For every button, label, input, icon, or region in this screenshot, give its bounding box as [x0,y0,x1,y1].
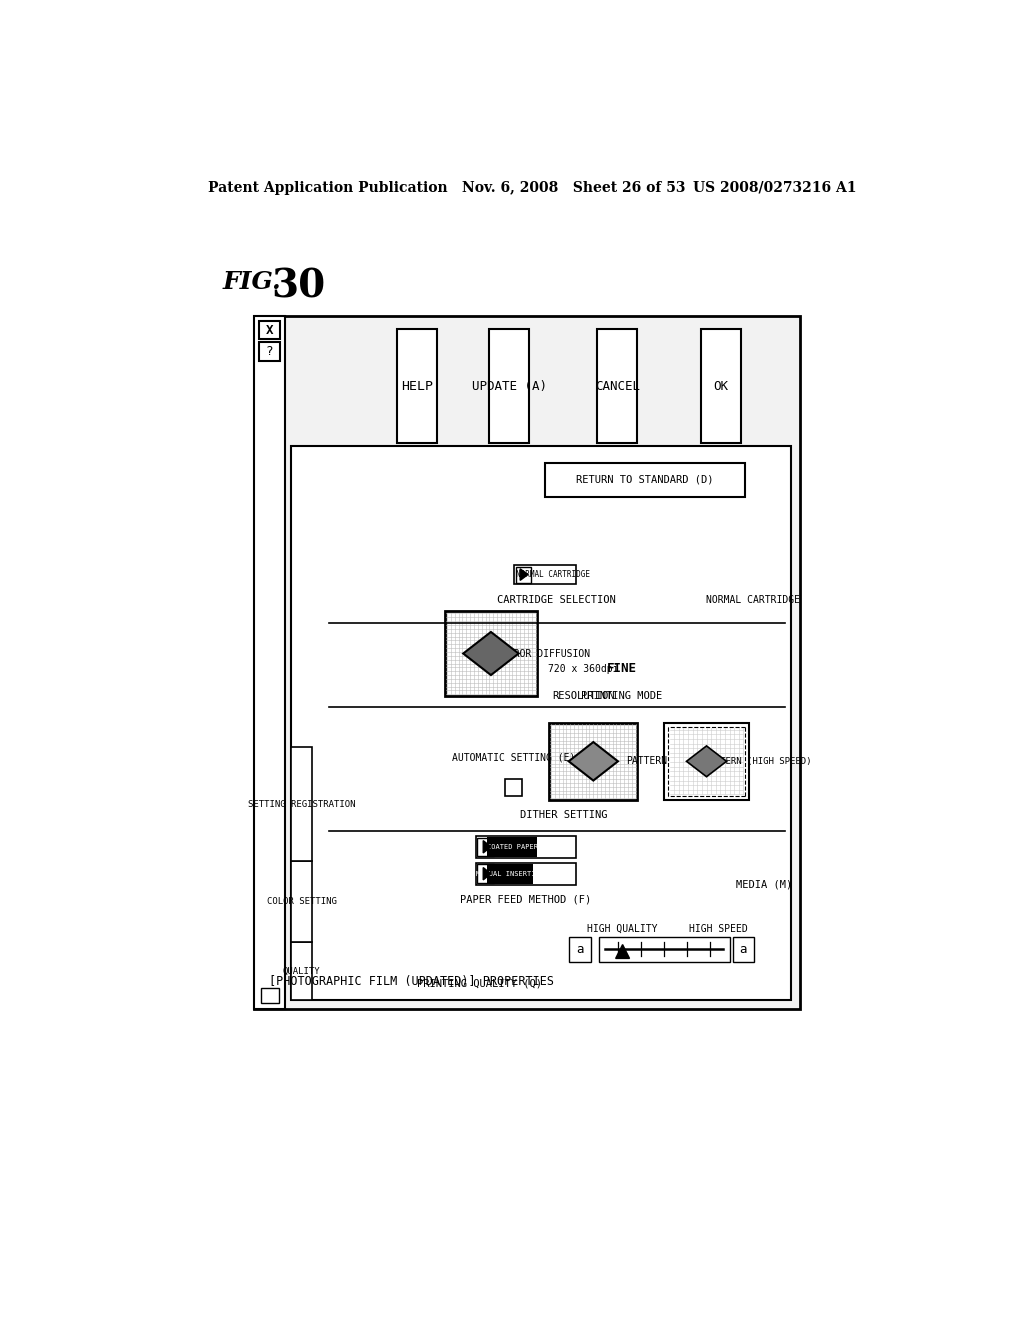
Polygon shape [520,569,528,581]
Bar [254,317,285,1010]
Text: CARTRIDGE SELECTION: CARTRIDGE SELECTION [497,594,615,605]
Bar [549,723,637,800]
Bar [261,987,280,1003]
Text: PAPER FEED METHOD (F): PAPER FEED METHOD (F) [460,895,591,906]
Bar [487,837,538,857]
Text: ?: ? [265,345,273,358]
Text: NORMAL CARTRIDGE: NORMAL CARTRIDGE [515,570,590,579]
Bar [397,330,437,444]
Bar [444,611,538,696]
Bar [254,317,801,1010]
Polygon shape [483,867,490,880]
Bar [291,862,312,942]
Bar [515,566,531,582]
Text: MANUAL INSERTION: MANUAL INSERTION [476,871,544,876]
Bar [291,446,792,1001]
Text: SETTING REGISTRATION: SETTING REGISTRATION [248,800,355,809]
Text: COLOR SETTING: COLOR SETTING [266,898,337,907]
Text: FINE: FINE [607,663,637,676]
Text: PRINTING QUALITY (Q): PRINTING QUALITY (Q) [417,978,542,989]
Text: US 2008/0273216 A1: US 2008/0273216 A1 [692,181,856,194]
Bar [665,723,749,800]
Text: a: a [739,942,748,956]
Text: Patent Application Publication: Patent Application Publication [208,181,447,194]
Bar [599,937,730,961]
Text: PATTERN: PATTERN [626,756,667,767]
Bar [259,342,280,360]
Bar [487,863,534,884]
Polygon shape [615,945,630,958]
Bar [259,321,280,339]
Bar [505,779,521,796]
Bar [545,462,745,498]
Bar [701,330,741,444]
Text: QUALITY: QUALITY [283,966,321,975]
Text: FIG.: FIG. [223,269,282,293]
Text: X: X [265,323,273,337]
Bar [291,747,312,862]
Text: HIGH QUALITY: HIGH QUALITY [587,924,657,935]
Text: [PHOTOGRAPHIC FILM (UPDATED)] PROPERTIES: [PHOTOGRAPHIC FILM (UPDATED)] PROPERTIES [269,975,554,989]
Bar [597,330,637,444]
Text: MEDIA (M): MEDIA (M) [736,879,793,890]
Text: PRINTING MODE: PRINTING MODE [582,690,663,701]
Polygon shape [686,746,727,776]
Bar [514,565,575,585]
Text: PATTERN (HIGH SPEED): PATTERN (HIGH SPEED) [705,756,812,766]
Text: a: a [577,942,584,956]
Text: HELP: HELP [401,380,433,393]
Polygon shape [568,742,617,780]
Text: COATED PAPER: COATED PAPER [487,843,538,850]
Bar [733,937,755,961]
Text: 720 x 360dpi: 720 x 360dpi [548,664,618,675]
Bar [569,937,591,961]
Text: ERROR DIFFUSION: ERROR DIFFUSION [503,648,591,659]
Text: HIGH SPEED: HIGH SPEED [689,924,748,935]
Polygon shape [483,841,490,853]
Bar [475,863,575,884]
Text: CANCEL: CANCEL [595,380,640,393]
Text: RESOLUTION: RESOLUTION [552,690,614,701]
Text: DITHER SETTING: DITHER SETTING [520,810,608,820]
Text: 30: 30 [271,268,326,306]
Text: OK: OK [714,380,729,393]
Text: Nov. 6, 2008   Sheet 26 of 53: Nov. 6, 2008 Sheet 26 of 53 [462,181,685,194]
Text: NORMAL CARTRIDGE: NORMAL CARTRIDGE [706,594,800,605]
Bar [291,942,312,1001]
Polygon shape [463,632,518,675]
Text: RETURN TO STANDARD (D): RETURN TO STANDARD (D) [577,475,714,484]
Bar [477,837,494,855]
Bar [489,330,529,444]
Bar [477,865,494,883]
Text: UPDATE (A): UPDATE (A) [472,380,547,393]
Bar [475,836,575,858]
Text: AUTOMATIC SETTING (E): AUTOMATIC SETTING (E) [452,752,574,763]
